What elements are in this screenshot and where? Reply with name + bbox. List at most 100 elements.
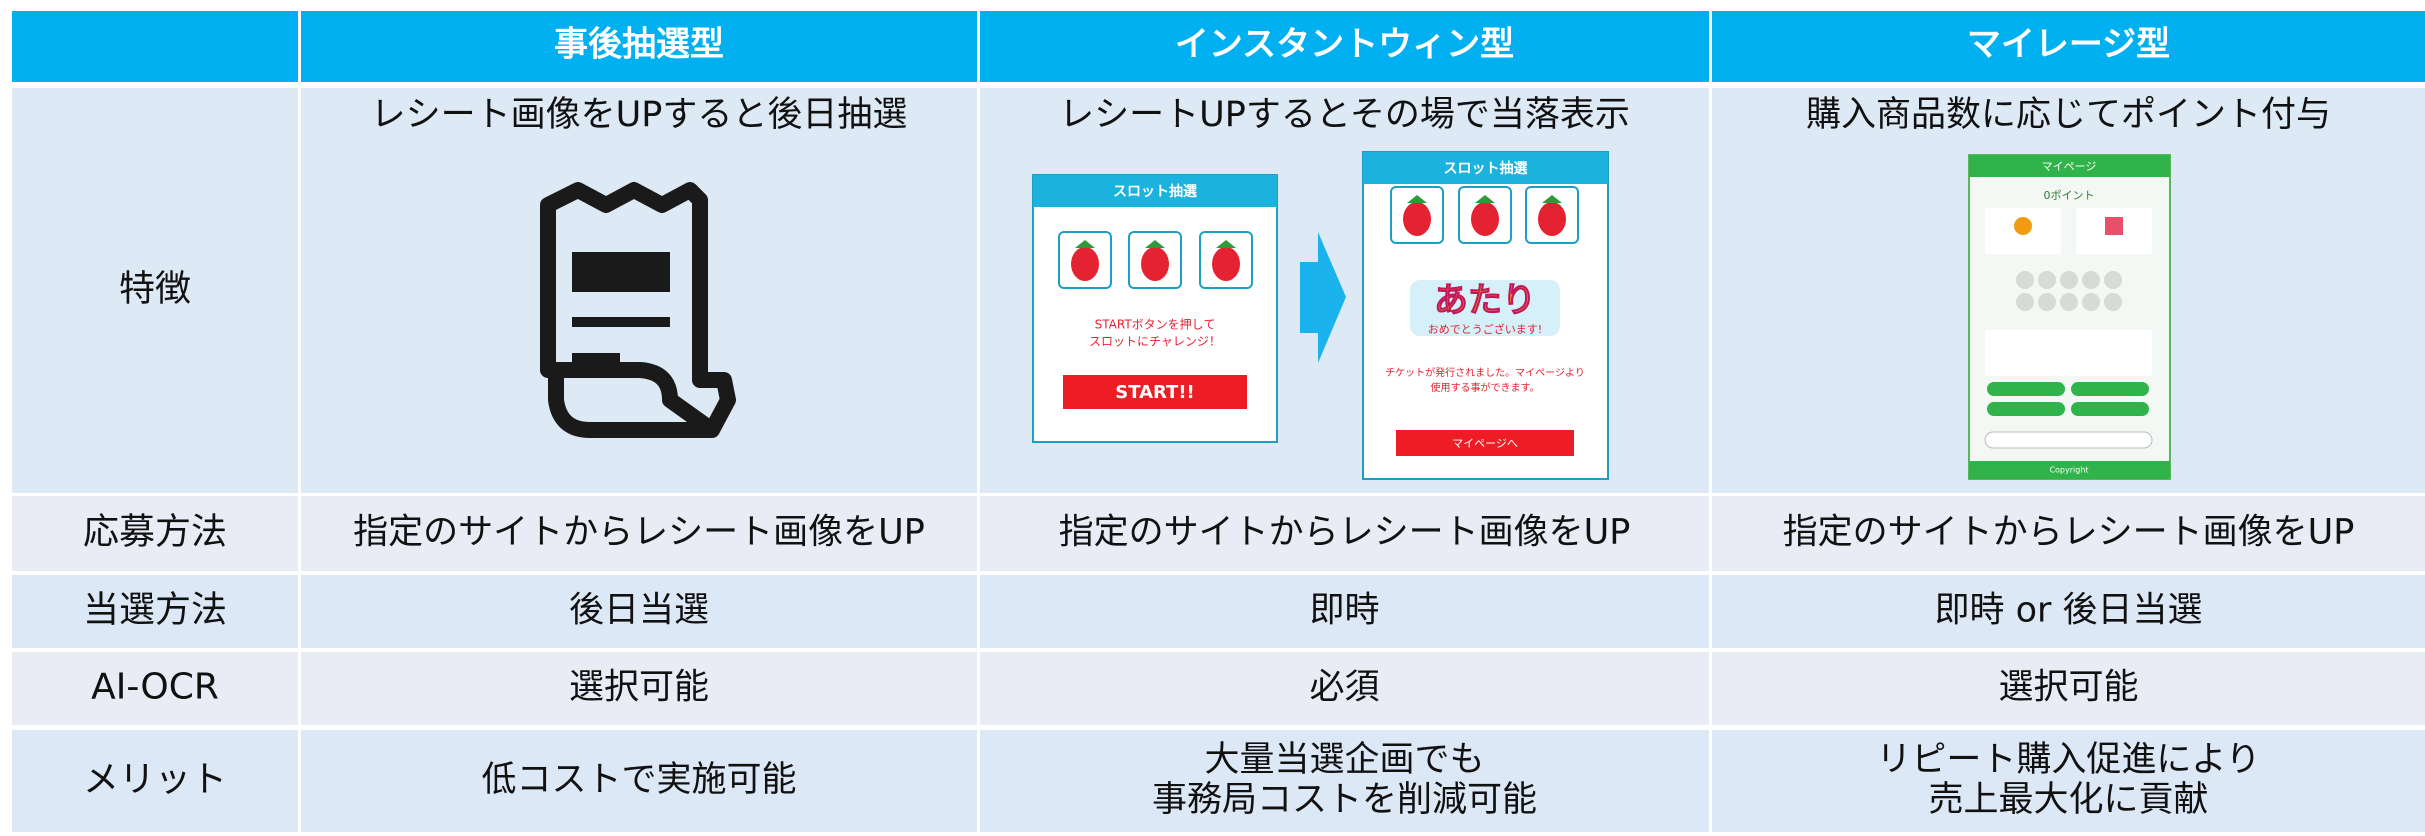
- cell-text: 購入商品数に応じてポイント付与: [1806, 95, 2331, 135]
- strawberry: [1071, 247, 1099, 281]
- table-cell: [980, 652, 1709, 725]
- stamp: [2060, 293, 2078, 311]
- stamp: [2082, 271, 2100, 289]
- table-cell: [1712, 575, 2425, 648]
- cell-text: 指定のサイトからレシート画像をUP: [353, 513, 925, 553]
- column-header: インスタントウィン型: [1175, 25, 1514, 65]
- menu-button: [2071, 402, 2149, 416]
- receipt-icon: [540, 182, 736, 438]
- cell-text: 即時 or 後日当選: [1934, 591, 2202, 631]
- stamp: [2016, 293, 2034, 311]
- table-cell: [1712, 652, 2425, 725]
- start-button-text: START!!: [1115, 382, 1195, 403]
- strawberry-leaf: [1216, 240, 1236, 248]
- strawberry-leaf: [1145, 240, 1165, 248]
- strawberry-leaf: [1475, 195, 1495, 203]
- strawberry: [1471, 202, 1499, 236]
- table-cell: [12, 652, 298, 725]
- phone-screen: [1968, 154, 2171, 480]
- header-cell: [980, 11, 1709, 82]
- cell-text: 事務局コストを削減可能: [1152, 780, 1537, 820]
- cell-text: 大量当選企画でも: [1204, 740, 1484, 780]
- strawberry-leaf: [1542, 195, 1562, 203]
- header-cell: [1712, 11, 2425, 82]
- stamp: [2038, 271, 2056, 289]
- stamp: [2038, 293, 2056, 311]
- row-label: AI-OCR: [91, 667, 219, 708]
- footer-text: Copyright: [2049, 466, 2088, 475]
- arrow-icon: [1300, 232, 1346, 363]
- screen-title: スロット抽選: [1444, 160, 1528, 177]
- stamp: [2060, 271, 2078, 289]
- screen-title: スロット抽選: [1113, 183, 1197, 200]
- row-label: メリット: [83, 759, 227, 800]
- cell-text: レシートUPするとその場で当落表示: [1059, 95, 1630, 135]
- slot-message: STARTボタンを押して: [1095, 318, 1216, 332]
- cell-text: 即時: [1309, 591, 1379, 631]
- win-sub: おめでとうございます!: [1428, 322, 1542, 336]
- cell-text: 指定のサイトからレシート画像をUP: [1059, 513, 1631, 553]
- slot-message: スロットにチャレンジ！: [1089, 335, 1221, 349]
- cell-text: 必須: [1309, 668, 1379, 708]
- column-header: マイレージ型: [1967, 25, 2170, 65]
- table-cell: [1712, 496, 2425, 571]
- footer-bar: [1969, 461, 2170, 479]
- table-cell: [1712, 730, 2425, 832]
- screen-title: マイページ: [2042, 160, 2097, 173]
- gift-icon: [2105, 217, 2123, 235]
- start-button: [1063, 375, 1247, 409]
- table-cell: [301, 575, 977, 648]
- stamp: [2016, 271, 2034, 289]
- screen-header: [1969, 155, 2170, 177]
- cell-text: 指定のサイトからレシート画像をUP: [1783, 513, 2355, 553]
- cell-text: 後日当選: [569, 591, 709, 631]
- points-panel: [1985, 330, 2152, 376]
- cell-text: 売上最大化に貢献: [1928, 780, 2208, 820]
- row-label: 応募方法: [83, 512, 227, 553]
- row-label: 特徴: [119, 269, 191, 310]
- points-text: 0ポイント: [2044, 189, 2095, 202]
- win-text: あたり: [1434, 281, 1536, 321]
- row-label: 当選方法: [83, 590, 227, 631]
- strawberry-leaf: [1075, 240, 1095, 248]
- result-message: チケットが発行されました。マイページより: [1385, 366, 1585, 379]
- table-cell: [12, 496, 298, 571]
- menu-button: [2071, 382, 2149, 396]
- cell-text: リピート購入促進により: [1876, 740, 2260, 780]
- table-cell: [980, 496, 1709, 571]
- menu-button: [1987, 402, 2065, 416]
- win-banner: [1410, 280, 1560, 336]
- menu-button: [1987, 382, 2065, 396]
- strawberry: [1403, 202, 1431, 236]
- table-cell: [980, 730, 1709, 832]
- stamp: [2104, 271, 2122, 289]
- table-cell: [980, 575, 1709, 648]
- header-cell: [301, 11, 977, 82]
- stamp: [2104, 293, 2122, 311]
- strawberry: [1141, 247, 1169, 281]
- home-button: [1984, 431, 2153, 449]
- table-cell: [12, 730, 298, 832]
- strawberry-leaf: [1407, 195, 1427, 203]
- mypage-button-text: マイページへ: [1452, 437, 1518, 450]
- screen-header: [1033, 175, 1277, 207]
- strawberry: [1538, 202, 1566, 236]
- result-message: 使用する事ができます。: [1431, 381, 1540, 394]
- cell-text: 低コストで実施可能: [481, 760, 796, 800]
- column-header: 事後抽選型: [554, 25, 724, 65]
- table-cell: [301, 496, 977, 571]
- cell-text: 選択可能: [1998, 668, 2138, 708]
- mypage-button: [1396, 430, 1574, 456]
- table-cell: [301, 652, 977, 725]
- table-cell: [12, 575, 298, 648]
- table-cell: [12, 88, 298, 493]
- screen-header: [1363, 152, 1608, 184]
- point-icon: [2014, 217, 2032, 235]
- strawberry: [1212, 247, 1240, 281]
- table-cell: [301, 730, 977, 832]
- header-cell: [12, 11, 298, 82]
- cell-text: レシート画像をUPすると後日抽選: [371, 95, 908, 135]
- stamp: [2082, 293, 2100, 311]
